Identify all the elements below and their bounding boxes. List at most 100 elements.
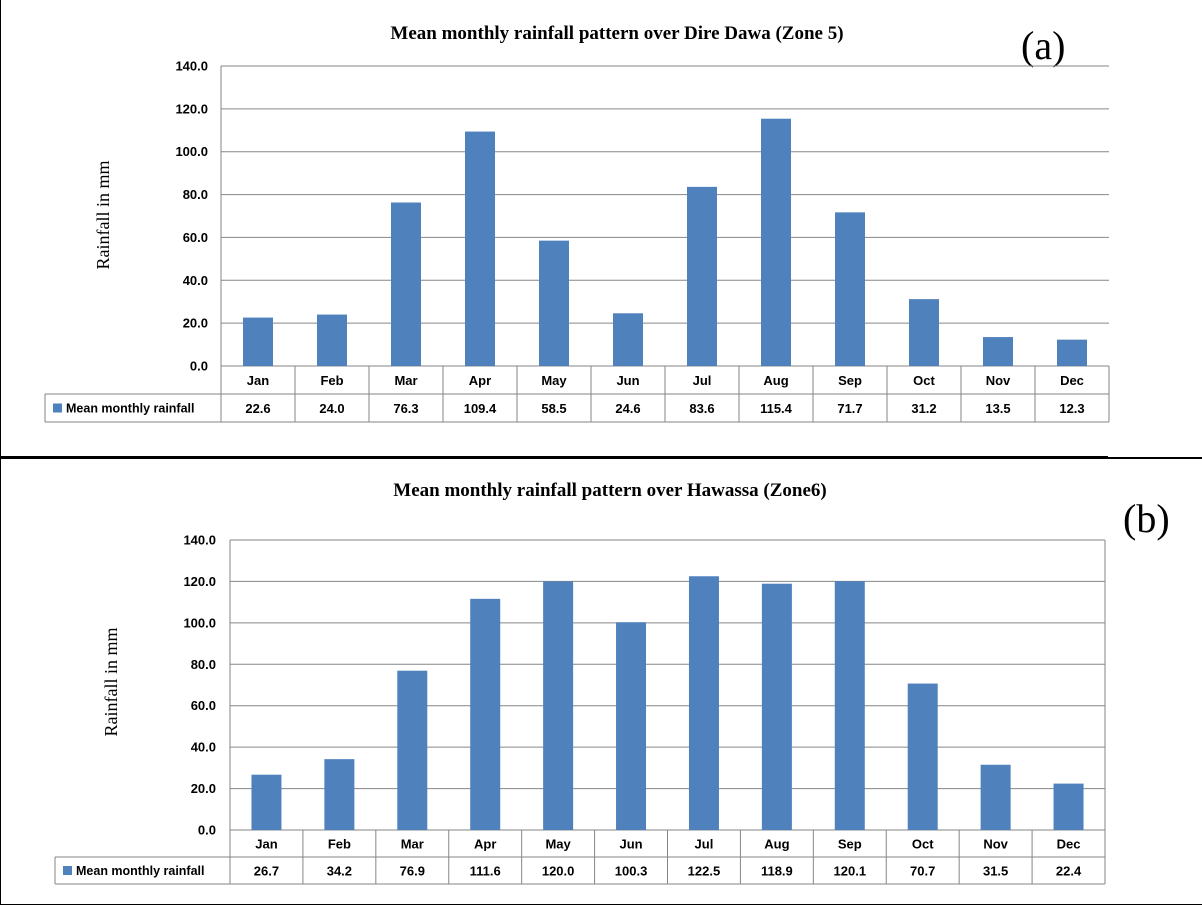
x-tick-label: Dec (1057, 837, 1081, 852)
y-tick-label: 0.0 (198, 823, 216, 838)
x-tick-label: Jan (255, 837, 277, 852)
data-label: 118.9 (761, 864, 793, 879)
data-label: 115.4 (760, 401, 793, 416)
chart-panel-b: (b) Mean monthly rainfall pattern over H… (0, 457, 1202, 905)
x-tick-label: Apr (474, 837, 496, 852)
x-tick-label: Nov (986, 373, 1011, 388)
data-label: 13.5 (985, 401, 1010, 416)
data-label: 22.4 (1056, 864, 1082, 879)
y-tick-label: 120.0 (175, 101, 208, 116)
x-tick-label: Jan (247, 373, 269, 388)
chart-b: Mean monthly rainfall pattern over Hawas… (54, 480, 1106, 885)
bar (687, 186, 717, 366)
data-label: 34.2 (327, 864, 352, 879)
x-tick-label: Aug (764, 837, 789, 852)
y-tick-label: 120.0 (183, 574, 216, 589)
y-tick-label: 80.0 (183, 187, 208, 202)
x-tick-label: Jul (693, 373, 712, 388)
bar (907, 683, 938, 830)
legend-label: Mean monthly rainfall (66, 402, 195, 416)
data-label: 31.5 (983, 864, 1008, 879)
bar (909, 299, 939, 366)
legend-swatch (53, 403, 62, 413)
data-label: 109.4 (464, 401, 497, 416)
bar (251, 774, 282, 830)
x-tick-label: Sep (838, 373, 862, 388)
chart-title: Mean monthly rainfall pattern over Dire … (390, 23, 843, 44)
bar (616, 622, 647, 830)
chart-a: Mean monthly rainfall pattern over Dire … (44, 23, 1110, 423)
x-tick-label: Jun (616, 373, 639, 388)
y-axis-label: Rainfall in mm (101, 628, 121, 737)
y-tick-label: 140.0 (183, 533, 216, 548)
y-tick-label: 100.0 (183, 615, 216, 630)
y-tick-label: 20.0 (191, 781, 216, 796)
data-label: 122.5 (688, 864, 721, 879)
data-label: 70.7 (910, 864, 935, 879)
data-label: 24.6 (615, 401, 640, 416)
x-tick-label: Jun (619, 837, 642, 852)
bar (1053, 783, 1084, 830)
data-label: 120.0 (542, 864, 575, 879)
data-label: 22.6 (245, 401, 270, 416)
x-tick-label: Feb (328, 837, 351, 852)
x-tick-label: Aug (763, 373, 788, 388)
bar (983, 337, 1013, 366)
bar (761, 583, 792, 830)
data-label: 71.7 (837, 401, 862, 416)
bar (465, 131, 495, 366)
y-tick-label: 60.0 (191, 698, 216, 713)
y-tick-label: 60.0 (183, 230, 208, 245)
bar (688, 576, 719, 830)
legend-swatch (63, 866, 72, 875)
x-tick-label: Apr (469, 373, 491, 388)
data-label: 24.0 (319, 401, 344, 416)
y-tick-label: 80.0 (191, 657, 216, 672)
bar (761, 118, 791, 366)
chart-panel-a: (a) Mean monthly rainfall pattern over D… (0, 0, 1110, 457)
legend-label: Mean monthly rainfall (76, 864, 205, 878)
bar (317, 314, 347, 366)
data-label: 26.7 (254, 864, 279, 879)
data-label: 100.3 (615, 864, 648, 879)
bar (980, 764, 1011, 830)
x-tick-label: Mar (394, 373, 417, 388)
data-label: 83.6 (689, 401, 714, 416)
bar (539, 240, 569, 366)
x-tick-label: Jul (695, 837, 714, 852)
y-axis-label: Rainfall in mm (93, 161, 113, 270)
x-tick-label: Sep (838, 837, 862, 852)
panel-tag-a: (a) (1021, 23, 1066, 68)
bar (834, 581, 865, 830)
data-label: 76.3 (393, 401, 418, 416)
data-label: 76.9 (400, 864, 425, 879)
data-label: 120.1 (834, 864, 867, 879)
panel-tag-b: (b) (1123, 496, 1170, 541)
y-tick-label: 100.0 (175, 144, 208, 159)
x-tick-label: Nov (983, 837, 1008, 852)
bar (243, 317, 273, 366)
y-tick-label: 140.0 (175, 59, 208, 74)
y-tick-label: 20.0 (183, 316, 208, 331)
y-tick-label: 0.0 (190, 359, 208, 374)
x-tick-label: Oct (912, 837, 934, 852)
bar (397, 670, 428, 830)
x-tick-label: May (545, 837, 571, 852)
data-label: 31.2 (911, 401, 936, 416)
chart-title: Mean monthly rainfall pattern over Hawas… (393, 480, 826, 501)
x-tick-label: Oct (913, 373, 935, 388)
y-tick-label: 40.0 (183, 273, 208, 288)
x-tick-label: May (541, 373, 567, 388)
bar (324, 759, 355, 830)
data-label: 12.3 (1059, 401, 1084, 416)
bar (613, 313, 643, 366)
bar (470, 598, 501, 830)
data-label: 58.5 (541, 401, 566, 416)
x-tick-label: Mar (401, 837, 424, 852)
x-tick-label: Feb (320, 373, 343, 388)
bar (391, 202, 421, 366)
bar (835, 212, 865, 366)
bar (1057, 339, 1087, 366)
y-tick-label: 40.0 (191, 740, 216, 755)
bar (543, 581, 574, 830)
